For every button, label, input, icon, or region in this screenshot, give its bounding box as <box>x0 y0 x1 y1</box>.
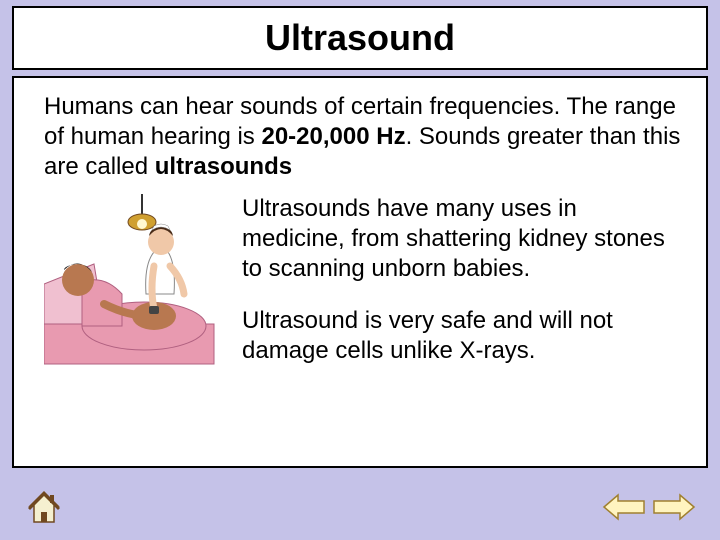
content-row: Ultrasounds have many uses in medicine, … <box>44 194 682 384</box>
slide-title: Ultrasound <box>265 17 455 59</box>
next-arrow-icon[interactable] <box>652 492 696 522</box>
paragraph-3: Ultrasound is very safe and will not dam… <box>242 306 682 366</box>
ultrasound-illustration <box>44 194 234 384</box>
para1-bold-range: 20-20,000 Hz <box>261 123 405 150</box>
nav-arrows <box>602 492 696 522</box>
paragraph-2: Ultrasounds have many uses in medicine, … <box>242 194 682 284</box>
right-column: Ultrasounds have many uses in medicine, … <box>242 194 682 384</box>
home-icon[interactable] <box>24 486 64 526</box>
prev-arrow-icon[interactable] <box>602 492 646 522</box>
content-box: Humans can hear sounds of certain freque… <box>12 76 708 468</box>
paragraph-1: Humans can hear sounds of certain freque… <box>44 92 682 182</box>
title-box: Ultrasound <box>12 6 708 70</box>
para1-bold-term: ultrasounds <box>155 153 292 180</box>
